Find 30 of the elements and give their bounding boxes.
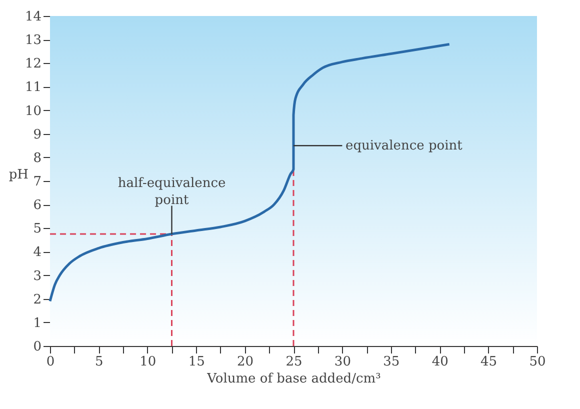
x-tick-label: 10 [140, 354, 156, 370]
y-tick-label: 10 [24, 104, 42, 119]
y-tick-label: 12 [24, 56, 42, 72]
y-tick-label: 11 [24, 80, 42, 96]
x-tick-label: 15 [188, 354, 205, 370]
x-tick-label: 50 [529, 354, 546, 370]
x-tick-label: 20 [237, 354, 254, 370]
x-tick-label: 35 [383, 354, 400, 370]
x-tick-label: 5 [95, 354, 104, 370]
y-tick-label: 1 [33, 316, 42, 331]
y-tick-label: 7 [33, 174, 42, 190]
y-tick-label: 5 [33, 222, 42, 237]
y-tick-label: 3 [33, 268, 42, 284]
y-tick-label: 14 [24, 10, 42, 24]
x-tick-label: 45 [480, 354, 498, 370]
x-tick-label: 0 [46, 354, 55, 370]
y-tick-label: 2 [33, 292, 42, 308]
y-tick-label: 6 [33, 198, 42, 214]
x-tick-label: 25 [286, 354, 302, 370]
x-tick-label: 30 [334, 354, 351, 370]
annotation: equivalence point [346, 138, 464, 154]
y-tick-label: 4 [33, 245, 42, 260]
x-tick-label: 40 [432, 354, 448, 370]
y-axis-title: pH [8, 168, 28, 182]
y-tick-label: 8 [33, 150, 42, 166]
y-tick-label: 13 [24, 33, 42, 48]
annotation: half-equivalence point [118, 176, 226, 208]
y-tick-label: 9 [33, 127, 42, 142]
y-tick-label: 0 [33, 340, 42, 354]
x-axis-title: Volume of base added/cm³ [206, 372, 381, 386]
